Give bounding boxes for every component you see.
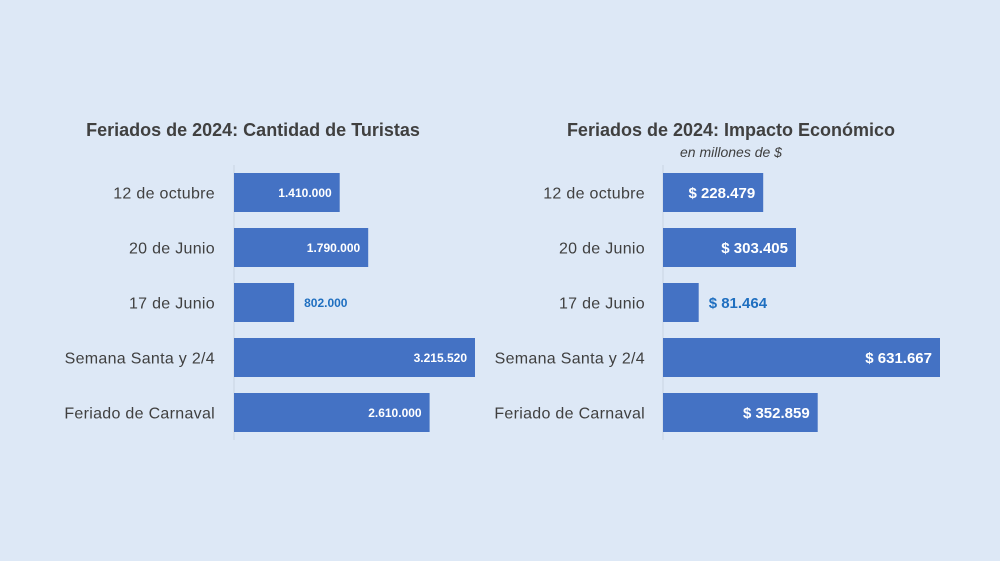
category-label: 20 de Junio [559,241,645,258]
bar [234,338,475,377]
chart-turistas: Feriados de 2024: Cantidad de Turistas 1… [64,120,475,440]
bar [663,338,940,377]
category-label: 17 de Junio [129,296,215,313]
chart-impacto-economico: Feriados de 2024: Impacto Económico en m… [480,0,1000,561]
category-label: Semana Santa y 2/4 [495,351,645,368]
data-label: 2.610.000 [368,406,422,420]
category-label: 17 de Junio [559,296,645,313]
bar [234,283,295,322]
data-label: 1.410.000 [278,186,332,200]
category-label: Semana Santa y 2/4 [65,351,215,368]
category-label: 12 de octubre [543,186,645,203]
bar [663,393,818,432]
bar [663,173,764,212]
chart-title: Feriados de 2024: Cantidad de Turistas [86,120,420,140]
data-label: $ 81.464 [709,295,768,312]
data-label: $ 352.859 [743,405,810,422]
data-label: $ 303.405 [721,240,788,257]
chart-title: Feriados de 2024: Impacto Económico [567,120,895,140]
data-label: 1.790.000 [307,241,361,255]
data-label: 802.000 [304,296,348,310]
bar [663,228,796,267]
bar [234,173,340,212]
bar [234,393,430,432]
bar [663,283,699,322]
category-label: Feriado de Carnaval [64,406,215,423]
category-label: 12 de octubre [113,186,215,203]
data-label: 3.215.520 [414,351,468,365]
chart-turistas-svg: Feriados de 2024: Cantidad de Turistas 1… [64,120,475,440]
category-label: 20 de Junio [129,241,215,258]
chart-impacto-svg: Feriados de 2024: Impacto Económico en m… [494,120,940,440]
chart-subtitle: en millones de $ [680,144,782,160]
data-label: $ 228.479 [688,185,755,202]
category-label: Feriado de Carnaval [494,406,645,423]
data-label: $ 631.667 [865,350,932,367]
bar [234,228,369,267]
